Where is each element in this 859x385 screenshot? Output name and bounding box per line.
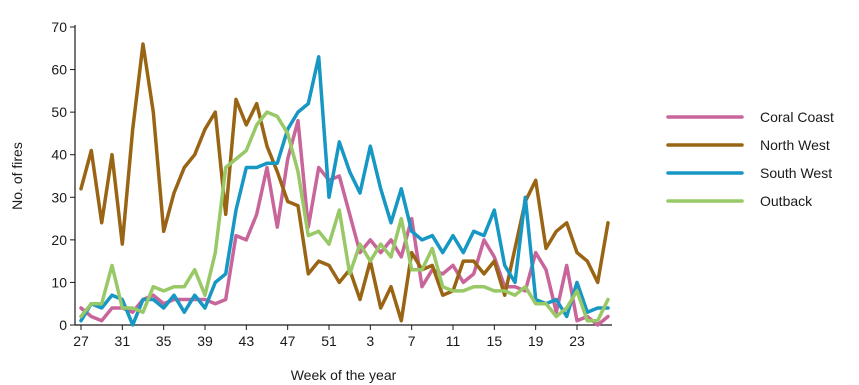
x-tick-label: 51	[321, 333, 337, 349]
x-tick-label: 3	[366, 333, 374, 349]
y-axis: 0 10 20 30 40 50 60 70	[51, 19, 76, 333]
y-tick-label: 40	[51, 147, 67, 163]
x-tick-label: 39	[197, 333, 213, 349]
y-tick-label: 70	[51, 19, 67, 35]
x-tick-label: 23	[569, 333, 585, 349]
legend-label: North West	[760, 137, 830, 153]
x-tick-label: 19	[528, 333, 544, 349]
y-axis-title: No. of fires	[9, 142, 25, 210]
series-line-outback	[79, 110, 610, 323]
series-line-south-west	[79, 55, 610, 327]
y-tick-label: 0	[59, 317, 67, 333]
x-tick-label: 43	[239, 333, 255, 349]
y-tick-label: 50	[51, 104, 67, 120]
y-tick-label: 60	[51, 62, 67, 78]
y-tick-label: 30	[51, 189, 67, 205]
legend: Coral Coast North West South West Outback	[666, 109, 834, 209]
y-tick-label: 20	[51, 232, 67, 248]
x-tick-label: 47	[280, 333, 296, 349]
x-tick-label: 31	[115, 333, 131, 349]
legend-label: South West	[760, 165, 832, 181]
x-tick-label: 15	[487, 333, 503, 349]
legend-label: Coral Coast	[760, 109, 834, 125]
x-tick-label: 7	[408, 333, 416, 349]
x-tick-label: 27	[73, 333, 89, 349]
series-line-north-west	[79, 42, 610, 323]
y-tick-label: 10	[51, 274, 67, 290]
x-tick-label: 35	[156, 333, 172, 349]
x-tick-label: 11	[446, 333, 461, 349]
x-axis-title: Week of the year	[291, 367, 397, 383]
legend-label: Outback	[760, 193, 813, 209]
series-group	[79, 42, 610, 327]
x-axis: 27 31 35 39 43 47 51 3 7 11 15 19 23	[73, 324, 612, 349]
